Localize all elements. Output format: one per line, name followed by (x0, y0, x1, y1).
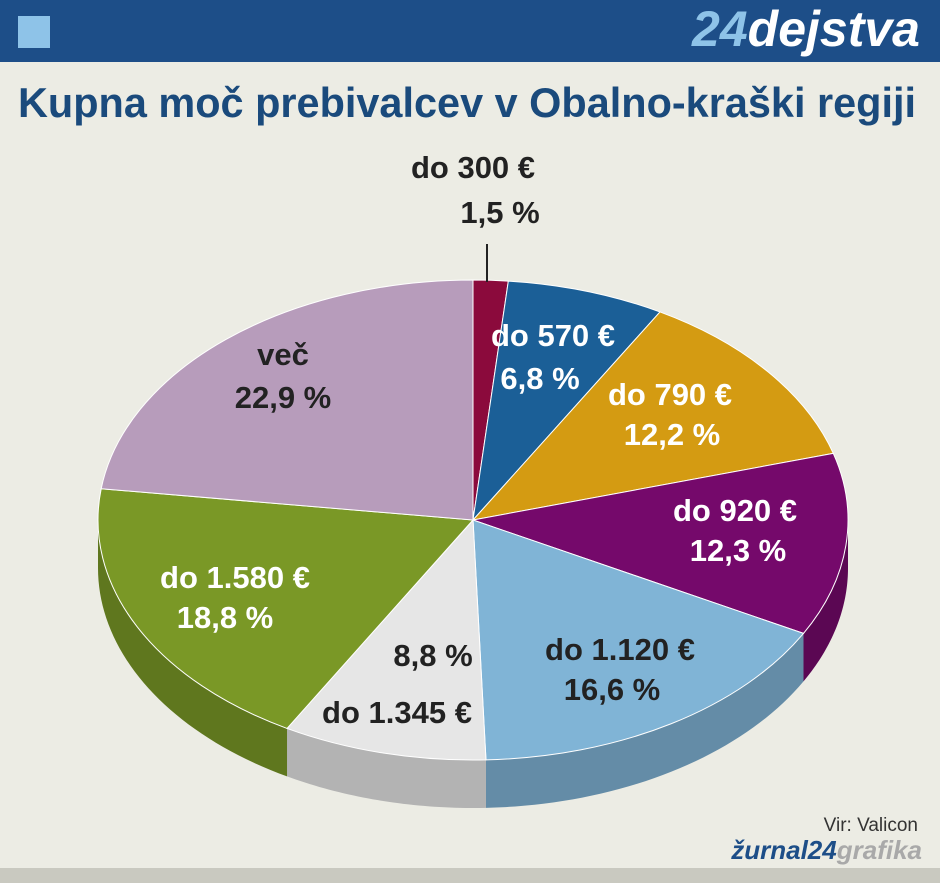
slice-category-label: do 300 € (411, 150, 535, 185)
header-bar (0, 0, 940, 62)
brand-main: žurnal24 (730, 835, 837, 865)
slice-value-label: 18,8 % (177, 600, 274, 635)
slice-value-label: 22,9 % (235, 380, 332, 415)
slice-value-label: 12,2 % (624, 417, 721, 452)
slice (472, 280, 661, 522)
slice-value-label: 8,8 % (393, 638, 472, 673)
slice-category-label: do 570 € (491, 318, 615, 353)
slice-category-label: do 1.580 € (160, 560, 310, 595)
slice-category-label: do 790 € (608, 377, 732, 412)
logo-number: 24 (691, 1, 748, 57)
slice-category-label: do 1.120 € (545, 632, 695, 667)
brand: žurnal24grafika (730, 835, 922, 865)
slice (471, 452, 849, 634)
slice-category-label: do 920 € (673, 493, 797, 528)
slice-value-label: 12,3 % (690, 533, 787, 568)
footer-strip (0, 868, 940, 883)
slice (286, 518, 487, 761)
slice-value-label: 1,5 % (460, 195, 539, 230)
brand-suffix: grafika (836, 835, 922, 865)
slice-side (98, 520, 288, 777)
labels: do 300 € 1,5 % do 570 € 6,8 % do 790 € 12,2 %… (160, 150, 797, 730)
source: Vir: Valicon (824, 815, 918, 836)
slice (471, 311, 834, 521)
slice (472, 519, 805, 761)
logo: 24dejstva (691, 1, 920, 57)
slice (100, 279, 474, 521)
logo-word: dejstva (748, 1, 920, 57)
slice-value-label: 6,8 % (500, 361, 579, 396)
slice-side (485, 633, 804, 808)
chart-title: Kupna moč prebivalcev v Obalno-kraški re… (18, 79, 916, 126)
slice-value-label: 16,6 % (564, 672, 661, 707)
pie (97, 279, 849, 808)
slice-side (287, 728, 486, 808)
slice (97, 488, 475, 729)
slice-side (803, 520, 848, 682)
header-square (18, 16, 50, 48)
slice-category-label: več (257, 337, 309, 372)
slice-category-label: do 1.345 € (322, 695, 472, 730)
